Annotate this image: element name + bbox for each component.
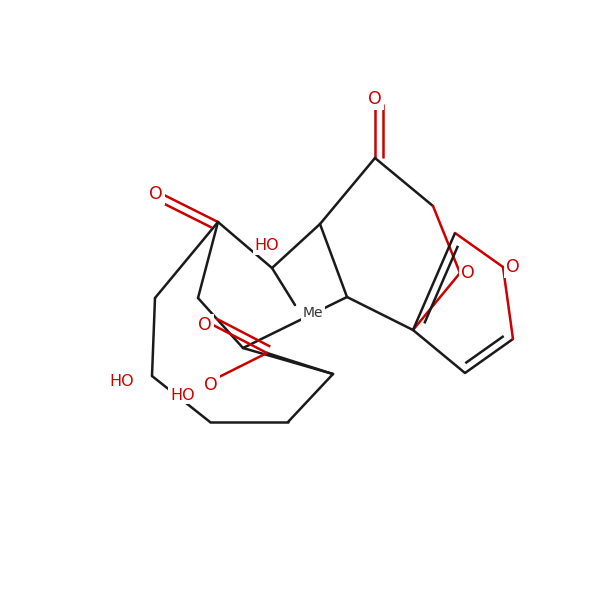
- Text: HO: HO: [170, 388, 195, 403]
- Text: O: O: [506, 258, 520, 276]
- Text: O: O: [204, 376, 218, 394]
- Text: O: O: [368, 90, 382, 108]
- Text: O: O: [198, 316, 212, 334]
- Text: HO: HO: [254, 238, 280, 253]
- Text: O: O: [461, 264, 475, 282]
- Text: HO: HO: [109, 373, 134, 389]
- Text: Me: Me: [303, 306, 323, 320]
- Text: O: O: [149, 185, 163, 203]
